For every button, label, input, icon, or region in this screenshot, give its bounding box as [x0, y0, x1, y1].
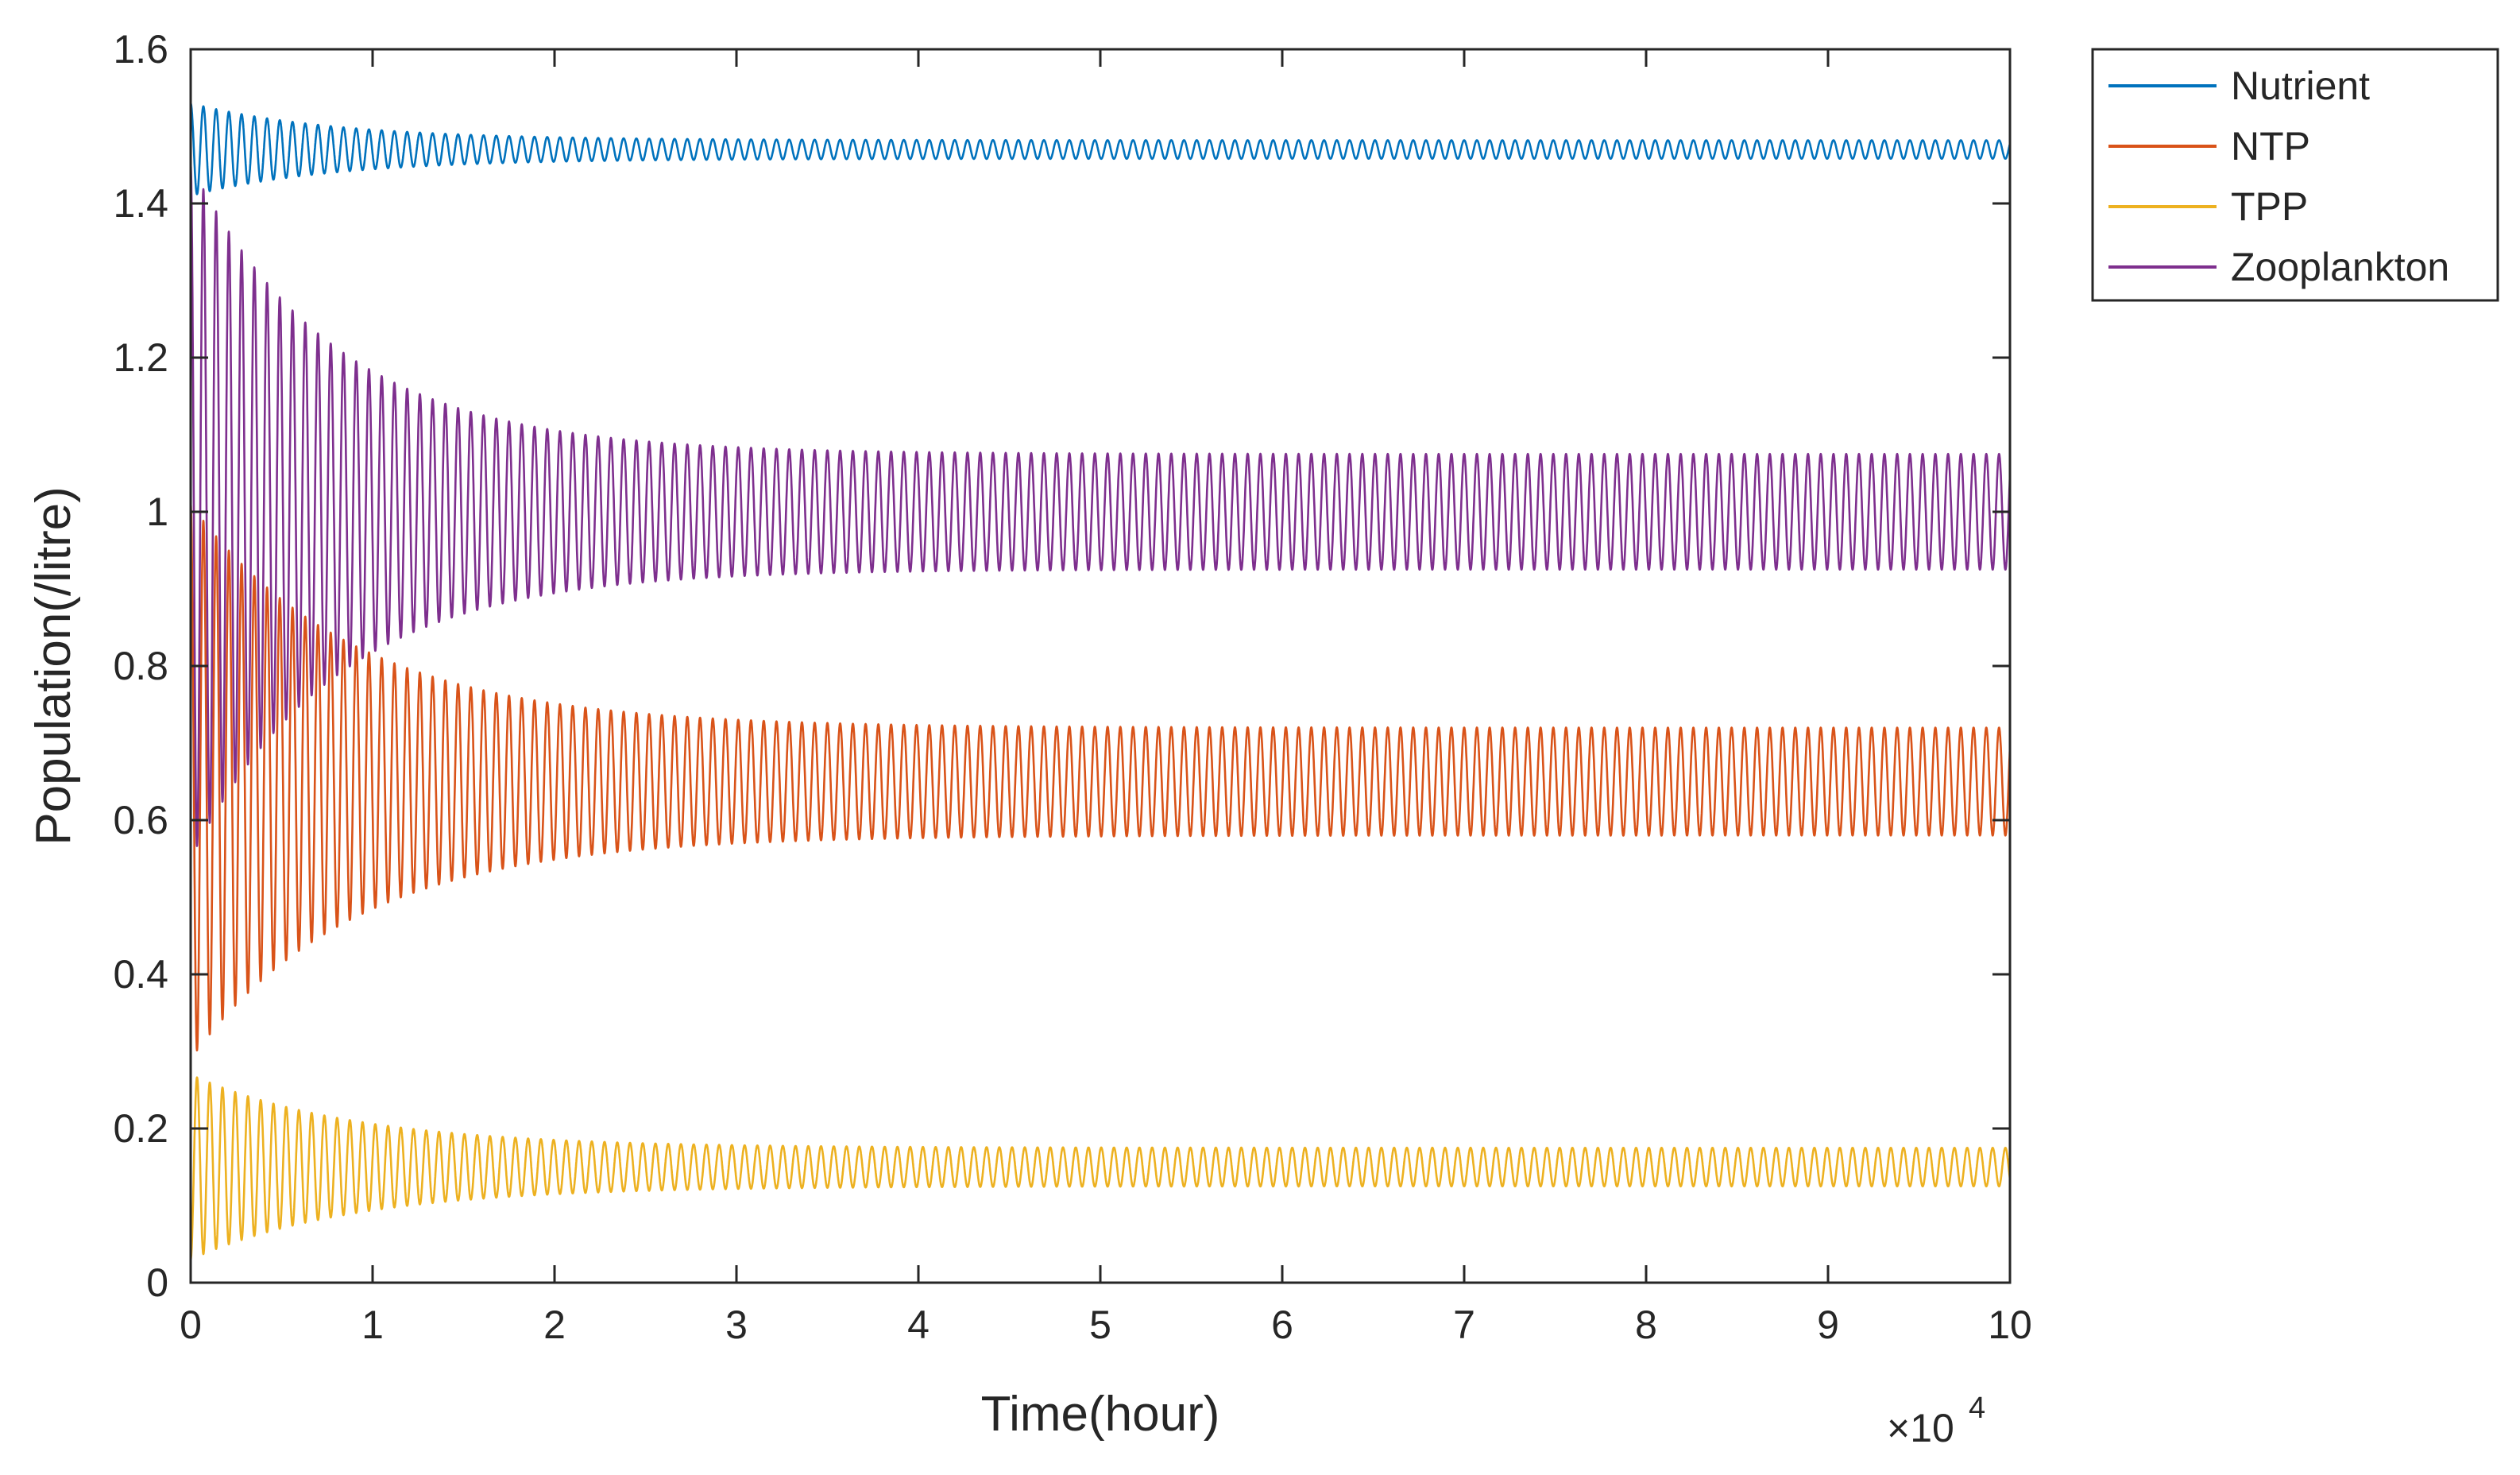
y-axis-label: Population(/litre) — [26, 486, 81, 845]
y-tick-label: 0.6 — [113, 798, 168, 842]
series-line-nutrient — [189, 103, 2012, 196]
y-tick-label: 0.8 — [113, 644, 168, 688]
legend-label: Zooplankton — [2231, 245, 2449, 289]
y-tick-label: 1.2 — [113, 335, 168, 380]
y-tick-label: 1.4 — [113, 181, 168, 226]
series-line-zooplankton — [189, 165, 2012, 847]
y-tick-label: 0.4 — [113, 952, 168, 997]
legend-item-tpp: TPP — [2108, 184, 2308, 229]
legend-label: Nutrient — [2231, 64, 2370, 108]
legend-box — [2091, 48, 2499, 302]
y-tick-label: 1.6 — [113, 27, 168, 72]
y-tick-label: 1 — [146, 490, 168, 534]
x-tick-label: 3 — [725, 1303, 748, 1347]
plot-area — [191, 49, 2010, 1283]
series-line-ntp — [189, 504, 2012, 1051]
legend-item-zooplankton: Zooplankton — [2108, 245, 2449, 289]
series-layer — [189, 103, 2012, 1260]
x-tick-label: 5 — [1089, 1303, 1111, 1347]
x-axis-exponent: ×10 4 — [1887, 1392, 1985, 1450]
x-tick-label: 2 — [543, 1303, 566, 1347]
legend-item-ntp: NTP — [2108, 124, 2310, 168]
series-line-tpp — [189, 1076, 2012, 1260]
y-tick-label: 0 — [146, 1260, 168, 1305]
legend-item-nutrient: Nutrient — [2108, 64, 2370, 108]
x-tick-label: 1 — [361, 1303, 384, 1347]
x-tick-label: 9 — [1817, 1303, 1839, 1347]
x-tick-label: 8 — [1635, 1303, 1657, 1347]
legend: Nutrient NTP TPP Zooplankton — [2091, 48, 2499, 302]
x-exponent-power: 4 — [1969, 1392, 1985, 1425]
x-tick-label: 4 — [907, 1303, 930, 1347]
x-tick-label: 10 — [1988, 1303, 2032, 1347]
legend-label: TPP — [2231, 184, 2308, 229]
x-axis-label: Time(hour) — [981, 1387, 1220, 1442]
legend-label: NTP — [2231, 124, 2310, 168]
x-axis-ticks: 0 1 2 3 4 5 6 7 8 9 10 — [180, 49, 2032, 1347]
y-tick-label: 0.2 — [113, 1106, 168, 1151]
y-axis-ticks: 0 0.2 0.4 0.6 0.8 1 1.2 1.4 1.6 — [113, 27, 2010, 1305]
x-tick-label: 0 — [180, 1303, 202, 1347]
x-tick-label: 7 — [1453, 1303, 1475, 1347]
x-exponent-base: ×10 — [1887, 1406, 1954, 1450]
x-tick-label: 6 — [1271, 1303, 1293, 1347]
